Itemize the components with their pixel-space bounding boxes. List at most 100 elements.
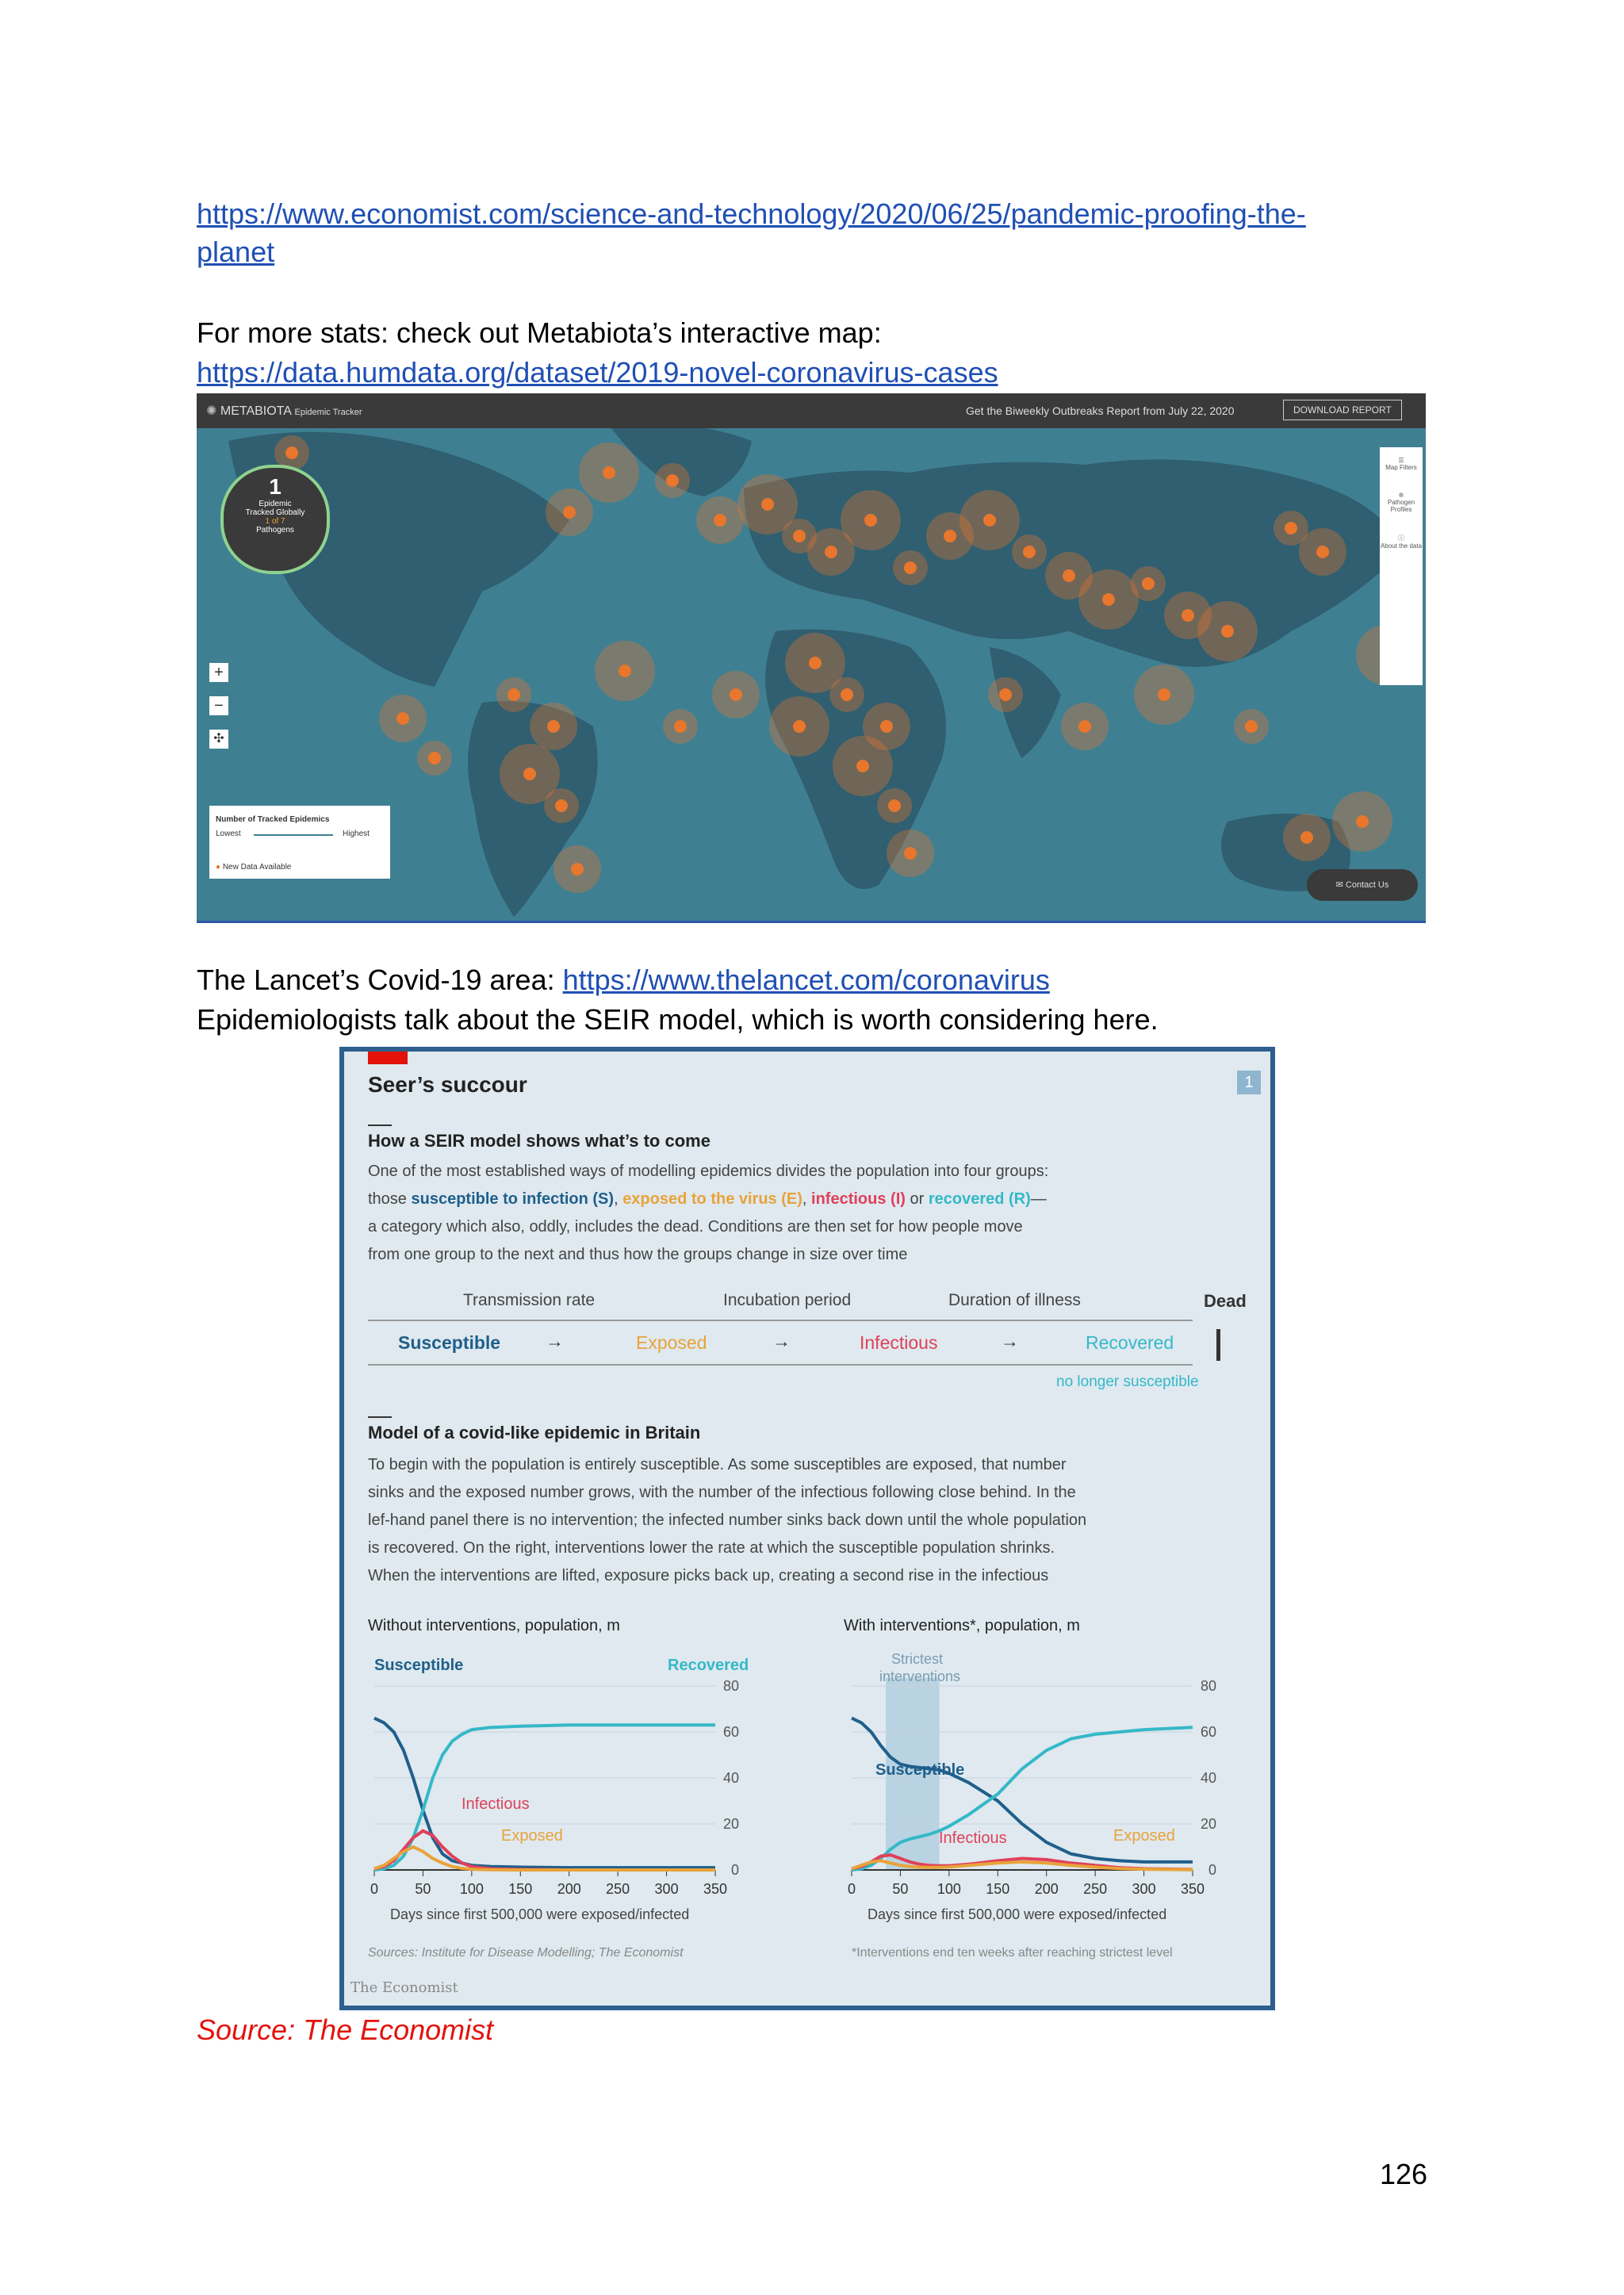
- series-line-exposed: [851, 1859, 1193, 1872]
- epidemic-markers: [274, 435, 1416, 893]
- pathogen-icon: ✲: [1398, 492, 1404, 499]
- model-title: Model of a covid-like epidemic in Britai…: [368, 1423, 701, 1443]
- epidemic-marker[interactable]: [880, 720, 893, 733]
- seir-charts: Without interventions, population, m 0 20 4…: [368, 1617, 1216, 1922]
- zoom-in-button[interactable]: +: [209, 663, 228, 682]
- flow-recovered: Recovered: [1086, 1332, 1174, 1353]
- report-text: Get the Biweekly Outbreaks Report from J…: [966, 404, 1235, 417]
- land-masses: [228, 423, 1402, 917]
- flow-rate-duration: Duration of illness: [948, 1291, 1081, 1309]
- epidemic-marker[interactable]: [563, 506, 576, 519]
- epidemic-marker[interactable]: [1182, 609, 1194, 622]
- y-tick-label: 20: [723, 1816, 739, 1832]
- epidemic-marker[interactable]: [714, 514, 726, 527]
- epidemic-marker[interactable]: [1285, 522, 1297, 534]
- epidemic-marker[interactable]: [1245, 720, 1258, 733]
- label-susceptible: Susceptible: [374, 1657, 463, 1674]
- flow-susceptible: Susceptible: [398, 1332, 501, 1353]
- flow-dead: Dead: [1204, 1291, 1247, 1311]
- epidemic-marker[interactable]: [619, 665, 631, 677]
- y-tick-label: 60: [1201, 1724, 1216, 1740]
- x-tick-label: 200: [1035, 1881, 1059, 1897]
- about-data-item[interactable]: ⓘ About the data: [1380, 534, 1423, 550]
- label-interventions: interventions: [879, 1669, 960, 1684]
- map-filters-item[interactable]: ☰ Map Filters: [1380, 457, 1423, 471]
- epidemic-marker[interactable]: [1063, 569, 1075, 582]
- economist-red-tab: [368, 1052, 408, 1064]
- epidemic-marker[interactable]: [1316, 546, 1329, 558]
- download-report-button[interactable]: DOWNLOAD REPORT: [1283, 400, 1402, 420]
- economist-link-line1[interactable]: https://www.economist.com/science-and-te…: [197, 197, 1306, 230]
- epidemic-marker[interactable]: [571, 863, 584, 875]
- epidemic-marker[interactable]: [793, 530, 806, 542]
- humdata-link[interactable]: https://data.humdata.org/dataset/2019-no…: [197, 356, 998, 389]
- x-tick-label: 150: [508, 1881, 532, 1897]
- epidemic-marker[interactable]: [841, 688, 853, 701]
- epidemic-marker[interactable]: [825, 546, 837, 558]
- contact-us-button[interactable]: ✉ Contact Us: [1307, 869, 1418, 901]
- figure-caption: Source: The Economist: [197, 2013, 494, 2046]
- dead-bar: [1216, 1329, 1220, 1361]
- x-tick-label: 350: [1181, 1881, 1205, 1897]
- epidemic-marker[interactable]: [1078, 720, 1091, 733]
- economist-link[interactable]: https://www.economist.com/science-and-te…: [197, 195, 1434, 271]
- pathogen-profiles-item[interactable]: ✲ Pathogen Profiles: [1380, 492, 1423, 513]
- flow-rate-incubation: Incubation period: [723, 1291, 852, 1309]
- epidemic-marker[interactable]: [1102, 593, 1115, 606]
- epidemic-marker[interactable]: [1142, 577, 1155, 590]
- zoom-out-button[interactable]: −: [209, 696, 228, 715]
- epidemic-marker[interactable]: [904, 561, 917, 574]
- y-tick-label: 0: [1208, 1862, 1216, 1878]
- epidemic-marker[interactable]: [523, 768, 536, 780]
- epidemic-marker[interactable]: [793, 720, 806, 733]
- x-tick-label: 0: [370, 1881, 378, 1897]
- epidemic-marker[interactable]: [666, 474, 679, 487]
- lancet-link[interactable]: https://www.thelancet.com/coronavirus: [562, 964, 1050, 996]
- epidemic-marker[interactable]: [904, 847, 917, 860]
- epidemic-marker[interactable]: [999, 688, 1012, 701]
- label-infectious: Infectious: [939, 1829, 1007, 1847]
- x-tick-label: 150: [986, 1881, 1009, 1897]
- epidemic-marker[interactable]: [285, 446, 298, 459]
- epidemic-marker[interactable]: [555, 799, 568, 812]
- epidemic-marker[interactable]: [1221, 625, 1234, 638]
- recenter-icon[interactable]: ✣: [209, 730, 228, 749]
- epidemic-marker[interactable]: [864, 514, 877, 527]
- mail-icon: ✉: [1335, 880, 1343, 890]
- epidemic-marker[interactable]: [428, 752, 441, 764]
- epidemic-marker[interactable]: [856, 760, 869, 772]
- map-legend: Number of Tracked Epidemics Lowest Highe…: [209, 806, 390, 879]
- logo-gear-icon: ✺: [206, 404, 217, 418]
- page-number: 126: [1380, 2158, 1428, 2190]
- flow-rate-transmission: Transmission rate: [463, 1291, 596, 1309]
- figure-badge: 1: [1237, 1071, 1261, 1094]
- epidemic-marker[interactable]: [888, 799, 901, 812]
- metabiota-map: ✺ METABIOTA Epidemic Tracker Get the Biw…: [197, 393, 1426, 923]
- epidemic-marker[interactable]: [944, 530, 956, 542]
- epidemic-marker[interactable]: [1300, 831, 1313, 844]
- x-tick-label: 300: [655, 1881, 679, 1897]
- chart-title: Without interventions, population, m: [368, 1617, 620, 1634]
- chart-title: With interventions*, population, m: [844, 1617, 1080, 1634]
- economist-link-line2[interactable]: planet: [197, 236, 275, 268]
- epidemic-marker[interactable]: [761, 498, 774, 511]
- epidemic-marker[interactable]: [809, 657, 822, 669]
- epidemic-marker[interactable]: [547, 720, 560, 733]
- epidemic-marker[interactable]: [508, 688, 520, 701]
- economist-figure: Seer’s succour 1 How a SEIR model shows …: [339, 1047, 1275, 2010]
- epidemic-marker[interactable]: [396, 712, 409, 725]
- x-tick-label: 50: [415, 1881, 431, 1897]
- epidemic-marker[interactable]: [603, 466, 615, 479]
- epidemic-marker[interactable]: [674, 720, 687, 733]
- epidemic-marker[interactable]: [730, 688, 742, 701]
- epidemic-marker[interactable]: [1356, 815, 1369, 828]
- epidemic-marker[interactable]: [1023, 546, 1036, 558]
- x-tick-label: 350: [703, 1881, 727, 1897]
- metabiota-logo: ✺ METABIOTA Epidemic Tracker: [206, 404, 362, 418]
- epidemic-marker[interactable]: [983, 514, 996, 527]
- flow-arrow-1: →: [546, 1331, 564, 1351]
- figure-title: Seer’s succour: [368, 1072, 527, 1097]
- info-icon: ⓘ: [1398, 534, 1404, 542]
- epidemic-marker[interactable]: [1158, 688, 1170, 701]
- y-tick-label: 80: [723, 1678, 739, 1694]
